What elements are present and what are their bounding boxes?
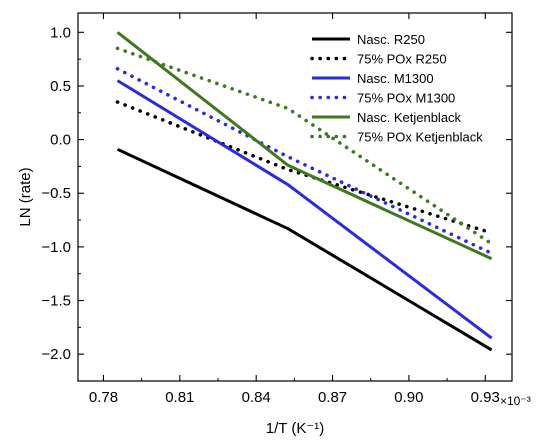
axes-layer: 0.78 0.81 0.84 0.87 0.90 0.93 1.0 0.5 0.0 −0.5 −1.… <box>41 13 512 406</box>
legend-label-3: 75% POx M1300 <box>357 91 455 106</box>
legend-label-0: Nasc. R250 <box>357 32 425 47</box>
x-tick-label: 0.81 <box>165 389 194 406</box>
y-tick-label: 1.0 <box>50 24 71 41</box>
y-tick-label: −1.5 <box>41 293 71 310</box>
legend-label-2: Nasc. M1300 <box>357 71 434 86</box>
y-tick-label: −1.0 <box>41 239 71 256</box>
y-tick-label: 0.5 <box>50 78 71 95</box>
legend-label-1: 75% POx R250 <box>357 52 447 67</box>
plot-frame <box>77 12 513 382</box>
series-line-1 <box>115 100 494 235</box>
x-axis-title: 1/T (K⁻¹) <box>266 420 324 437</box>
legend-label-5: 75% POx Ketjenblack <box>357 130 483 145</box>
series-line-3 <box>115 67 494 256</box>
x-tick-label: 0.90 <box>394 389 423 406</box>
legend: Nasc. R250 75% POx R250 Nasc. M1300 75% POx… <box>310 32 483 145</box>
y-axis-title: LN (rate) <box>17 167 34 226</box>
x-tick-label: 0.93 <box>471 389 500 406</box>
legend-label-4: Nasc. Ketjenblack <box>357 110 462 125</box>
series-layer <box>115 31 494 352</box>
y-tick-label: 0.0 <box>50 132 71 149</box>
x-tick-label: 0.84 <box>242 389 271 406</box>
x-tick-label: 0.78 <box>89 389 118 406</box>
y-tick-label: −2.0 <box>41 346 71 363</box>
x-tick-label: 0.87 <box>318 389 347 406</box>
x-axis-multiplier: ×10⁻³ <box>500 394 531 408</box>
y-tick-label: −0.5 <box>41 185 71 202</box>
series-line-0 <box>116 147 493 352</box>
series-line-2 <box>116 79 493 340</box>
series-line-4 <box>116 31 493 261</box>
